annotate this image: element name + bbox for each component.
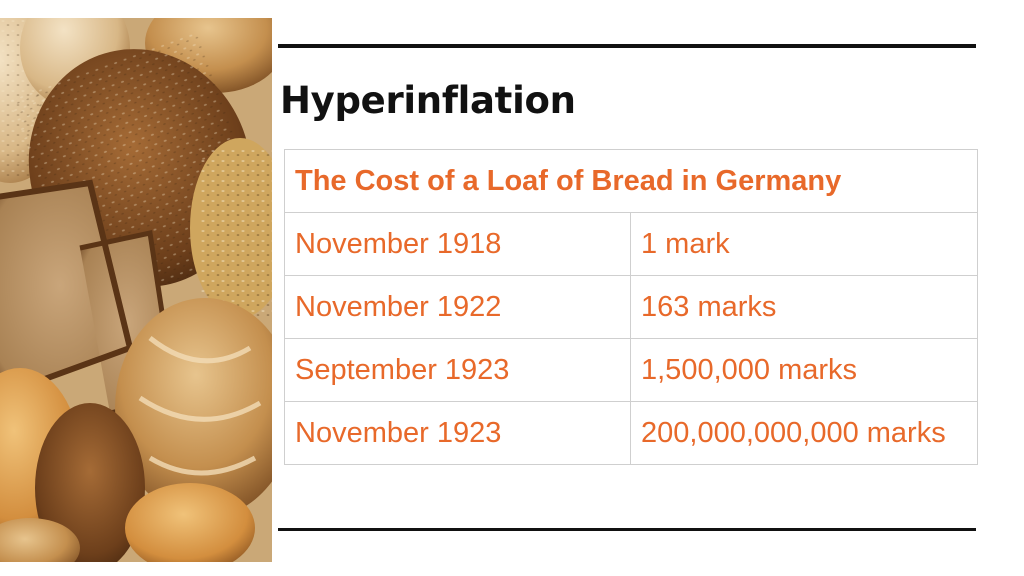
row-date: November 1918 — [284, 212, 631, 276]
row-price: 1 mark — [630, 212, 978, 276]
row-date: November 1922 — [284, 275, 631, 339]
bread-cost-table: The Cost of a Loaf of Bread in Germany N… — [284, 149, 978, 465]
table-row: November 1918 1 mark — [284, 212, 978, 276]
slide-title: Hyperinflation — [280, 79, 576, 122]
row-price: 200,000,000,000 marks — [630, 401, 978, 465]
table-row: September 1923 1,500,000 marks — [284, 338, 978, 402]
table-row: November 1923 200,000,000,000 marks — [284, 401, 978, 465]
row-date: November 1923 — [284, 401, 631, 465]
row-price: 163 marks — [630, 275, 978, 339]
bottom-divider — [278, 528, 976, 531]
table-header-row: The Cost of a Loaf of Bread in Germany — [284, 149, 978, 213]
top-divider — [278, 44, 976, 48]
table-header: The Cost of a Loaf of Bread in Germany — [284, 149, 978, 213]
row-price: 1,500,000 marks — [630, 338, 978, 402]
row-date: September 1923 — [284, 338, 631, 402]
table-row: November 1922 163 marks — [284, 275, 978, 339]
bread-photo — [0, 18, 272, 562]
